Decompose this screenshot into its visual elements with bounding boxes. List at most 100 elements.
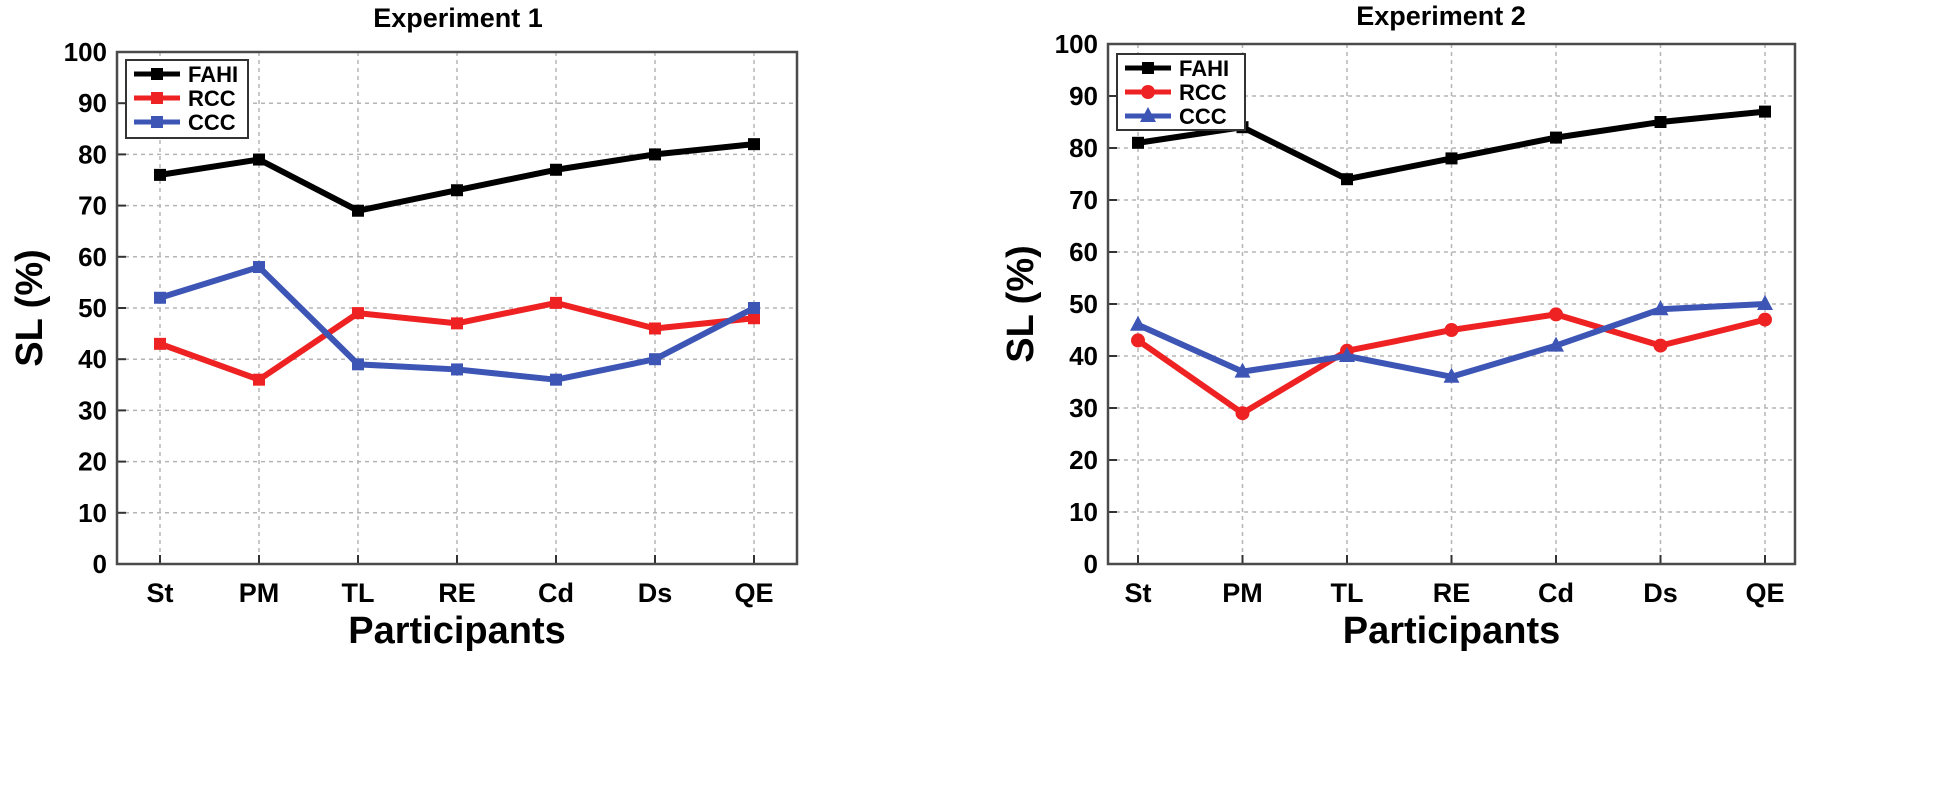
data-point-rcc [748, 312, 760, 325]
series-rcc [1131, 307, 1772, 421]
x-tick-label: Cd [538, 578, 574, 608]
x-axis-title: Participants [348, 610, 566, 652]
y-tick-label: 20 [1069, 445, 1098, 475]
legend-label-rcc: RCC [1179, 80, 1227, 105]
data-point-fahi [253, 153, 265, 166]
legend-label-fahi: FAHI [188, 62, 238, 87]
y-tick-label: 20 [78, 447, 107, 477]
chart-1-svg: Experiment 1 0 10 20 30 40 50 60 70 80 90 100 St PM TL… [9, 3, 799, 652]
y-tick-label: 90 [78, 88, 107, 118]
x-tick-label: Ds [638, 578, 673, 608]
data-point-rcc [1758, 312, 1772, 327]
data-point-ccc [1757, 295, 1773, 310]
y-tick-label: 80 [78, 139, 107, 169]
data-point-ccc [253, 261, 265, 274]
data-point-fahi [1341, 173, 1353, 186]
data-point-fahi [649, 148, 661, 161]
y-axis-title: SL (%) [1000, 245, 1042, 363]
x-tick-label: St [1125, 578, 1152, 608]
y-axis-title: SL (%) [9, 249, 51, 367]
data-point-rcc [649, 322, 661, 335]
y-tick-label: 10 [78, 498, 107, 528]
data-point-ccc [1443, 367, 1460, 383]
data-point-fahi [1550, 131, 1562, 144]
data-point-ccc [550, 373, 562, 386]
legend-marker-ccc [151, 116, 163, 128]
y-tick-label: 0 [1084, 549, 1098, 579]
y-tick-label: 60 [1069, 237, 1098, 267]
data-point-rcc [154, 337, 166, 350]
x-tick-label: RE [438, 578, 476, 608]
chart-title: Experiment 2 [1356, 1, 1526, 31]
x-tick-label: St [147, 578, 174, 608]
y-tick-label: 80 [1069, 133, 1098, 163]
y-tick-label: 50 [1069, 289, 1098, 319]
data-point-rcc [1653, 338, 1668, 353]
data-point-rcc [550, 296, 562, 309]
x-tick-label: PM [1222, 578, 1263, 608]
data-point-fahi [1759, 105, 1771, 118]
data-point-ccc [1339, 347, 1355, 362]
y-tick-label: 100 [1055, 29, 1098, 59]
data-point-rcc [1235, 406, 1250, 421]
x-tick-label: PM [239, 578, 280, 608]
data-point-ccc [352, 358, 364, 371]
data-point-fahi [154, 168, 166, 181]
data-point-rcc [1549, 307, 1563, 322]
series-ccc [1130, 295, 1773, 383]
data-point-ccc [1130, 315, 1146, 331]
data-point-fahi [1654, 116, 1667, 128]
data-point-rcc [1444, 323, 1459, 337]
data-point-fahi [352, 204, 364, 217]
y-tick-label: 100 [64, 37, 107, 67]
chart-title: Experiment 1 [373, 3, 543, 33]
legend-marker-rcc [151, 92, 163, 104]
data-point-fahi [451, 184, 463, 197]
y-tick-label: 40 [78, 344, 107, 374]
series-rcc [154, 296, 760, 386]
x-tick-label: QE [1745, 578, 1784, 608]
y-tick-label: 30 [78, 395, 107, 425]
plot-frame [1106, 42, 1797, 566]
chart-experiment-1: Experiment 1 0 10 20 30 40 50 60 70 80 90 100 St PM TL… [0, 0, 971, 812]
legend-label-ccc: CCC [188, 110, 236, 135]
series-ccc [154, 261, 760, 386]
y-tick-label: 60 [78, 242, 107, 272]
x-tick-label: Ds [1643, 578, 1678, 608]
legend-label-rcc: RCC [188, 86, 236, 111]
legend-marker-fahi [151, 68, 163, 80]
y-tick-label: 40 [1069, 341, 1098, 371]
y-tick-label: 0 [93, 549, 107, 579]
legend-marker-ccc [1140, 107, 1156, 122]
y-tick-label: 30 [1069, 393, 1098, 423]
data-point-rcc [1131, 333, 1145, 348]
y-tick-label: 90 [1069, 81, 1098, 111]
data-point-ccc [451, 363, 463, 376]
legend-label-fahi: FAHI [1179, 56, 1229, 81]
y-tick-label: 70 [1069, 185, 1098, 215]
legend-marker-rcc [1141, 85, 1155, 99]
plot-frame [115, 50, 799, 566]
data-point-fahi [748, 138, 760, 151]
legend-label-ccc: CCC [1179, 104, 1227, 129]
y-tick-label: 70 [78, 191, 107, 221]
chart-experiment-2: Experiment 2 0 10 20 30 40 50 60 70 80 90 100 St PM TL… [971, 0, 1943, 812]
y-tick-label: 50 [78, 293, 107, 323]
x-tick-label: Cd [1538, 578, 1574, 608]
data-point-rcc [253, 373, 265, 386]
y-tick-label: 10 [1069, 497, 1098, 527]
data-point-fahi [1445, 152, 1458, 165]
chart-2-svg: Experiment 2 0 10 20 30 40 50 60 70 80 90 100 St PM TL… [1000, 1, 1797, 652]
data-point-fahi [550, 163, 562, 176]
x-tick-label: TL [1331, 578, 1364, 608]
x-tick-label: RE [1433, 578, 1471, 608]
data-point-fahi [1132, 136, 1144, 149]
data-point-ccc [1234, 362, 1251, 378]
data-point-rcc [352, 307, 364, 320]
series-fahi [154, 138, 760, 217]
x-axis-title: Participants [1343, 610, 1561, 652]
data-point-ccc [154, 291, 166, 304]
data-point-ccc [1548, 336, 1564, 352]
